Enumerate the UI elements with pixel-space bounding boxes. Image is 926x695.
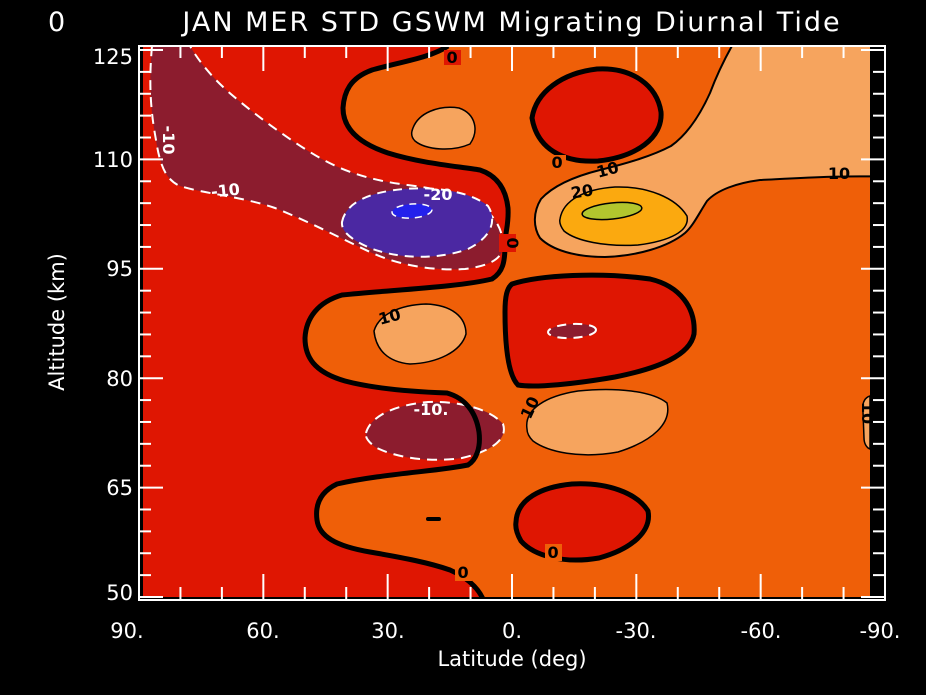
y-tick-125: 125 bbox=[93, 45, 133, 69]
y-tick-65: 65 bbox=[106, 476, 133, 500]
fill-peach-mid-cell bbox=[373, 303, 467, 365]
contour-label-0-neck: 0 bbox=[503, 237, 522, 248]
contour-label-neg10-blob: -10. bbox=[414, 400, 449, 419]
contour-label-10-edge: 10 bbox=[858, 402, 877, 424]
contour-label-10-right: 10 bbox=[828, 164, 850, 183]
contour-label-0-bottom: 0 bbox=[457, 563, 468, 582]
x-tick-n30: -30. bbox=[616, 619, 657, 643]
fill-peach-right-edge-sliver bbox=[862, 395, 870, 450]
axis-left bbox=[138, 45, 140, 601]
contour-label-neg20: -20 bbox=[424, 185, 453, 204]
contour-label-20-maxcell: 20 bbox=[569, 180, 594, 203]
contour-label-0-botcell: 0 bbox=[547, 543, 558, 562]
fill-blue-min-core bbox=[391, 203, 433, 219]
x-tick-0: 0. bbox=[502, 619, 522, 643]
contour-field: -10 -10 -20 -10. 0 0 0 0 0 10 20 10 10 1… bbox=[143, 46, 877, 597]
page-title: JAN MER STD GSWM Migrating Diurnal Tide bbox=[180, 7, 841, 38]
label-gap bbox=[549, 155, 566, 171]
x-tick-90: 90. bbox=[110, 619, 143, 643]
label-gap bbox=[499, 234, 516, 252]
contour-10-topright bbox=[533, 46, 870, 259]
y-tick-110: 110 bbox=[93, 148, 133, 172]
fill-maroon-bottom-blob bbox=[364, 400, 505, 461]
fill-peach-top-small bbox=[410, 106, 476, 150]
axes bbox=[138, 45, 886, 601]
zero-loop-mid-red-cell bbox=[502, 272, 697, 389]
zero-loop-bottom-red-cell bbox=[513, 481, 651, 563]
fill-maroon-sliver bbox=[547, 322, 597, 340]
labels: 0 JAN MER STD GSWM Migrating Diurnal Tid… bbox=[45, 7, 900, 671]
fill-green-max-core bbox=[581, 201, 643, 221]
zero-loop-top-red-cell bbox=[529, 66, 664, 164]
x-tick-n60: -60. bbox=[741, 619, 782, 643]
x-tick-n90: -90. bbox=[860, 619, 901, 643]
x-tick-60: 60. bbox=[246, 619, 279, 643]
label-gap bbox=[444, 50, 461, 65]
y-tick-80: 80 bbox=[106, 367, 133, 391]
x-axis-title: Latitude (deg) bbox=[437, 647, 586, 671]
tiny-zero-dash bbox=[426, 517, 441, 521]
label-gap bbox=[455, 564, 472, 581]
contour-label-neg10-band: -10 bbox=[210, 180, 241, 202]
fill-purple-min-cell bbox=[340, 187, 494, 258]
y-axis-title: Altitude (km) bbox=[45, 253, 69, 391]
axis-bottom bbox=[139, 599, 886, 601]
x-tick-30: 30. bbox=[371, 619, 404, 643]
axis-right bbox=[884, 45, 886, 601]
contour-label-0-top: 0 bbox=[446, 48, 457, 67]
y-tick-95: 95 bbox=[106, 257, 133, 281]
tick-marks bbox=[138, 46, 886, 599]
fill-peach-right-mid-cell bbox=[526, 388, 669, 456]
title-prefix: 0 bbox=[48, 7, 67, 38]
zero-contour-main bbox=[302, 46, 511, 597]
contour-label-neg10-left: -10 bbox=[159, 126, 178, 155]
label-gap bbox=[545, 544, 562, 561]
y-tick-50: 50 bbox=[106, 581, 133, 605]
contour-label-0-topcell: 0 bbox=[551, 153, 562, 172]
